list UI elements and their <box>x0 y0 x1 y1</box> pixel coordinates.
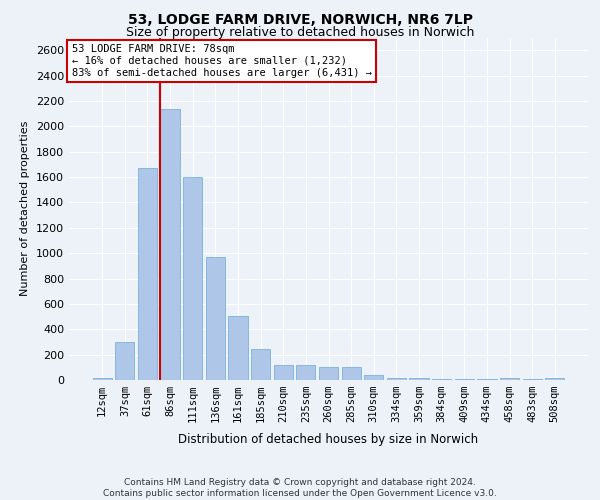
Bar <box>92 378 112 380</box>
Bar <box>229 316 248 380</box>
Text: Size of property relative to detached houses in Norwich: Size of property relative to detached ho… <box>126 26 474 39</box>
Text: 53 LODGE FARM DRIVE: 78sqm
← 16% of detached houses are smaller (1,232)
83% of s: 53 LODGE FARM DRIVE: 78sqm ← 16% of deta… <box>71 44 371 78</box>
Bar <box>274 365 293 380</box>
Bar <box>251 349 270 380</box>
Bar <box>409 378 428 380</box>
Bar <box>296 365 316 380</box>
Bar <box>341 368 361 380</box>
Text: Contains HM Land Registry data © Crown copyright and database right 2024.
Contai: Contains HM Land Registry data © Crown c… <box>103 478 497 498</box>
Bar <box>319 368 338 380</box>
Y-axis label: Number of detached properties: Number of detached properties <box>20 121 31 296</box>
X-axis label: Distribution of detached houses by size in Norwich: Distribution of detached houses by size … <box>178 434 479 446</box>
Bar <box>364 375 383 380</box>
Bar <box>115 342 134 380</box>
Bar <box>138 168 157 380</box>
Text: 53, LODGE FARM DRIVE, NORWICH, NR6 7LP: 53, LODGE FARM DRIVE, NORWICH, NR6 7LP <box>128 12 473 26</box>
Bar <box>160 108 180 380</box>
Bar <box>387 378 406 380</box>
Bar <box>545 378 565 380</box>
Bar <box>500 378 519 380</box>
Bar <box>206 257 225 380</box>
Bar <box>183 177 202 380</box>
